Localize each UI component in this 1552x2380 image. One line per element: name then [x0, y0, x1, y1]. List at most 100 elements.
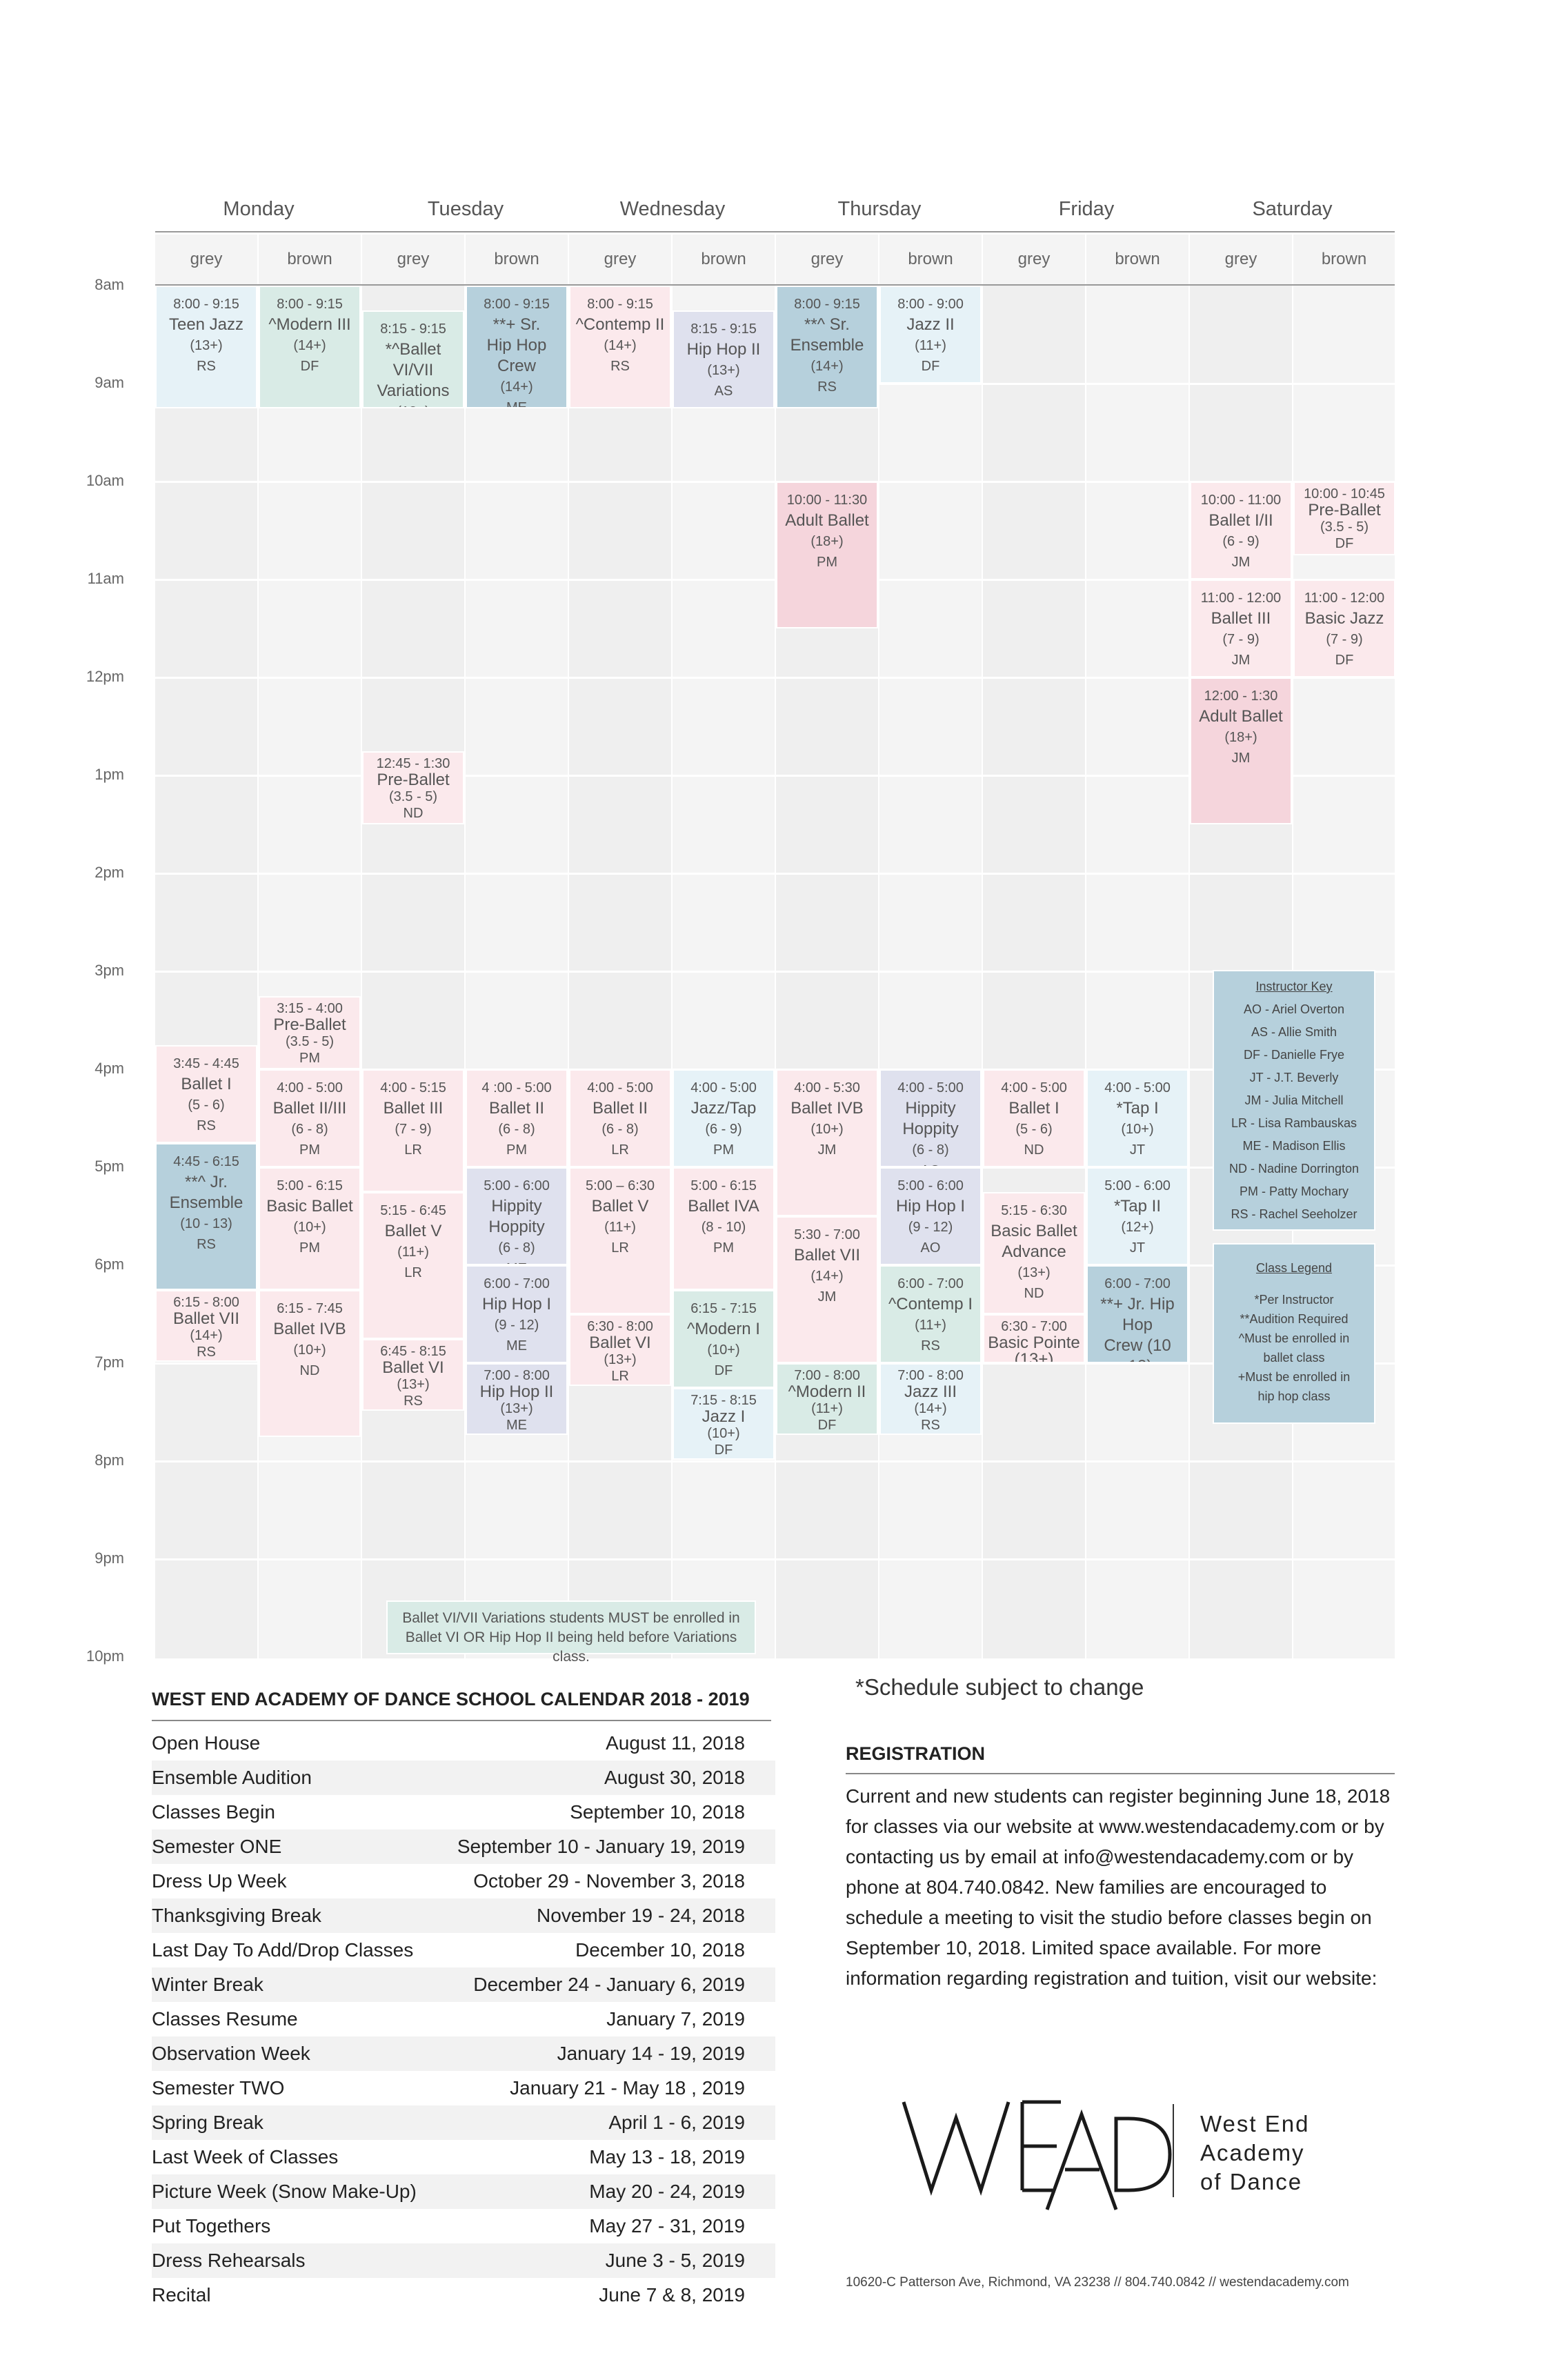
class-age: (14+): [810, 359, 844, 374]
class-name: Ballet I: [1008, 1099, 1059, 1118]
class-name: Adult Ballet: [1199, 707, 1283, 726]
class-block: 3:45 - 4:45 Ballet I (5 - 6) RS: [155, 1044, 257, 1143]
calendar-event: Classes Resume: [152, 2008, 298, 2030]
time-label: 7pm: [94, 1353, 124, 1371]
class-age: (14+): [810, 1269, 844, 1284]
class-teacher: RS: [197, 359, 216, 374]
class-name: Ballet V: [384, 1221, 442, 1240]
class-name: Pre-Ballet: [1308, 501, 1381, 519]
class-name-line2: Ensemble: [790, 336, 864, 355]
class-time: 5:00 - 6:00: [1104, 1178, 1171, 1193]
class-time: 6:30 - 8:00: [587, 1319, 653, 1334]
day-header: Monday: [223, 198, 295, 220]
class-age: (11+): [915, 338, 946, 353]
class-age: (14+): [190, 1327, 223, 1343]
class-teacher: DF: [714, 1362, 733, 1378]
calendar-row: Dress Rehearsals June 3 - 5, 2019: [152, 2243, 775, 2278]
time-label: 10pm: [86, 1647, 124, 1665]
class-name: Ballet VI: [382, 1358, 444, 1377]
class-block: 11:00 - 12:00 Ballet III (7 - 9) JM: [1190, 579, 1292, 677]
class-time: 4:00 - 5:00: [897, 1080, 964, 1095]
class-time: 5:15 - 6:30: [1001, 1202, 1067, 1218]
instructor-key-item: AS - Allie Smith: [1251, 1025, 1337, 1039]
calendar-row: Recital June 7 & 8, 2019: [152, 2278, 775, 2312]
class-age: (13+): [707, 362, 740, 378]
class-name: Ballet II: [592, 1099, 648, 1118]
class-teacher: JT: [1129, 1142, 1146, 1158]
class-block: 8:00 - 9:15 **^ Sr. Ensemble (14+) RS: [776, 286, 878, 408]
logo-line: of Dance: [1200, 2169, 1303, 2194]
class-block: 5:00 - 6:15 Ballet IVA (8 - 10) PM: [673, 1167, 775, 1290]
class-name: Ballet IVB: [273, 1319, 346, 1338]
class-time: 5:00 - 6:00: [484, 1178, 550, 1193]
class-age: (13+): [190, 338, 223, 353]
class-time: 8:15 - 9:15: [380, 321, 446, 337]
hour-line: [155, 1167, 1395, 1169]
class-block: 4:00 - 5:00 Jazz/Tap (6 - 9) PM: [673, 1069, 775, 1167]
class-age: (18+): [1224, 730, 1257, 745]
class-age: (14+): [604, 338, 637, 353]
class-age: (14+): [500, 379, 533, 395]
class-time: 7:00 - 8:00: [794, 1368, 860, 1383]
registration-title: REGISTRATION: [846, 1743, 985, 1764]
class-block: 11:00 - 12:00 Basic Jazz (7 - 9) DF: [1293, 579, 1395, 677]
calendar-event: Semester ONE: [152, 1836, 282, 1857]
class-time: 11:00 - 12:00: [1304, 591, 1385, 606]
class-age: (5 - 6): [188, 1097, 225, 1113]
class-time: 6:15 - 7:45: [277, 1300, 343, 1316]
class-age: (7 - 9): [1326, 632, 1363, 647]
time-label: 10am: [86, 472, 124, 489]
time-label: 5pm: [94, 1158, 124, 1175]
hour-line: [155, 1362, 1395, 1365]
class-block: 10:00 - 10:45 Pre-Ballet (3.5 - 5) DF: [1293, 482, 1395, 555]
class-time: 4 :00 - 5:00: [481, 1080, 552, 1095]
class-time: 4:00 - 5:00: [587, 1080, 653, 1095]
class-name: Ballet II/III: [272, 1099, 347, 1118]
class-block: 12:45 - 1:30 Pre-Ballet (3.5 - 5) ND: [362, 751, 464, 824]
time-label: 8am: [94, 276, 124, 293]
class-teacher: DF: [817, 1418, 837, 1433]
wead-logo: [901, 2087, 1177, 2211]
room-header: brown: [1293, 235, 1395, 284]
class-legend-item: hip hop class: [1257, 1389, 1331, 1403]
class-age: (13+): [364, 401, 463, 407]
class-age: (10+): [293, 1342, 326, 1358]
logo-divider: [1173, 2104, 1174, 2197]
calendar-date: September 10, 2018: [570, 1801, 745, 1823]
hour-line: [155, 579, 1395, 581]
class-block: 4:00 - 5:30 Ballet IVB (10+) JM: [776, 1069, 878, 1216]
class-time: 4:00 - 5:00: [1001, 1080, 1067, 1095]
calendar-row: Picture Week (Snow Make-Up) May 20 - 24, …: [152, 2174, 775, 2209]
class-name: Pre-Ballet: [377, 770, 450, 789]
day-header: Thursday: [837, 198, 922, 220]
class-time: 8:00 - 9:00: [897, 297, 964, 312]
class-teacher: ME: [506, 1338, 527, 1353]
calendar-date: June 3 - 5, 2019: [605, 2250, 745, 2271]
class-block: 5:00 - 6:00 Hippity Hoppity (6 - 8) ME: [466, 1167, 568, 1265]
class-name: Ballet III: [383, 1099, 444, 1118]
class-teacher: RS: [921, 1418, 940, 1433]
class-age: (11+): [915, 1318, 946, 1333]
class-teacher: ME: [467, 1258, 566, 1264]
class-block: 4:00 - 5:00 Ballet II/III (6 - 8) PM: [259, 1069, 361, 1167]
class-legend-item: ^Must be enrolled in: [1238, 1331, 1350, 1345]
room-header: brown: [879, 235, 982, 284]
class-teacher: LR: [404, 1142, 422, 1158]
calendar-row: Open House August 11, 2018: [152, 1726, 775, 1761]
class-block: 6:15 - 7:45 Ballet IVB (10+) ND: [259, 1289, 361, 1437]
class-teacher: PM: [299, 1240, 320, 1256]
class-time: 8:00 - 9:15: [277, 297, 343, 312]
class-block: 4:00 - 5:15 Ballet III (7 - 9) LR: [362, 1069, 464, 1192]
class-age: (6 - 8): [498, 1122, 535, 1137]
class-age: (18+): [810, 534, 844, 549]
class-age: (9 - 12): [908, 1220, 953, 1235]
calendar-event: Spring Break: [152, 2112, 263, 2133]
room-header: brown: [673, 235, 775, 284]
class-teacher: DF: [921, 359, 940, 374]
calendar-event: Classes Begin: [152, 1801, 275, 1823]
class-time: 8:15 - 9:15: [690, 321, 757, 337]
class-block: 6:15 - 8:00 Ballet VII (14+) RS: [155, 1289, 257, 1362]
calendar-row: Semester TWO January 21 - May 18 , 2019: [152, 2071, 775, 2105]
instructor-key-item: PM - Patty Mochary: [1239, 1184, 1349, 1198]
class-name: Ballet VII: [793, 1246, 861, 1265]
